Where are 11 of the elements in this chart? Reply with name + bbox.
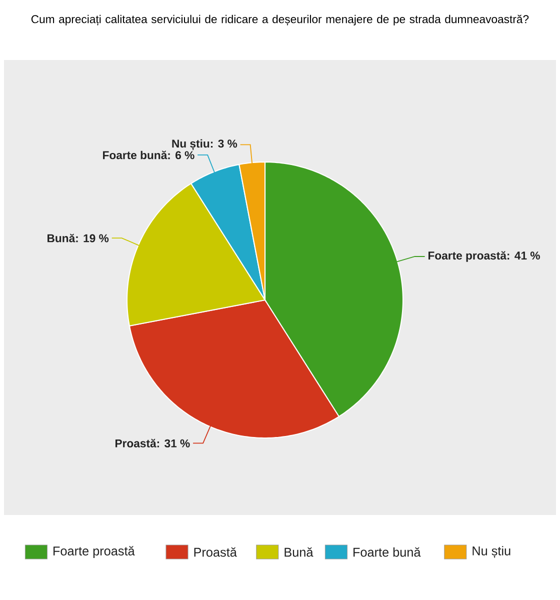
data-label: Proastă: 31 % xyxy=(115,438,190,448)
chart-title: Cum apreciați calitatea serviciului de ridicare a deșeurilor menajere de pe strada dumneavoastră? xyxy=(31,14,529,26)
legend-label: Foarte proastă xyxy=(54,546,135,558)
data-label: Nu știu: 3 % xyxy=(172,139,238,150)
legend-label: Bună xyxy=(284,547,314,557)
data-label: Foarte proastă: 41 % xyxy=(428,251,540,262)
data-label: Foarte bună: 6 % xyxy=(103,150,194,160)
data-label: Bună: 19 % xyxy=(48,234,109,242)
legend-label: Foarte bună xyxy=(354,547,421,557)
legend-label: Nu știu xyxy=(472,546,510,558)
legend-label: Proastă xyxy=(194,547,237,557)
